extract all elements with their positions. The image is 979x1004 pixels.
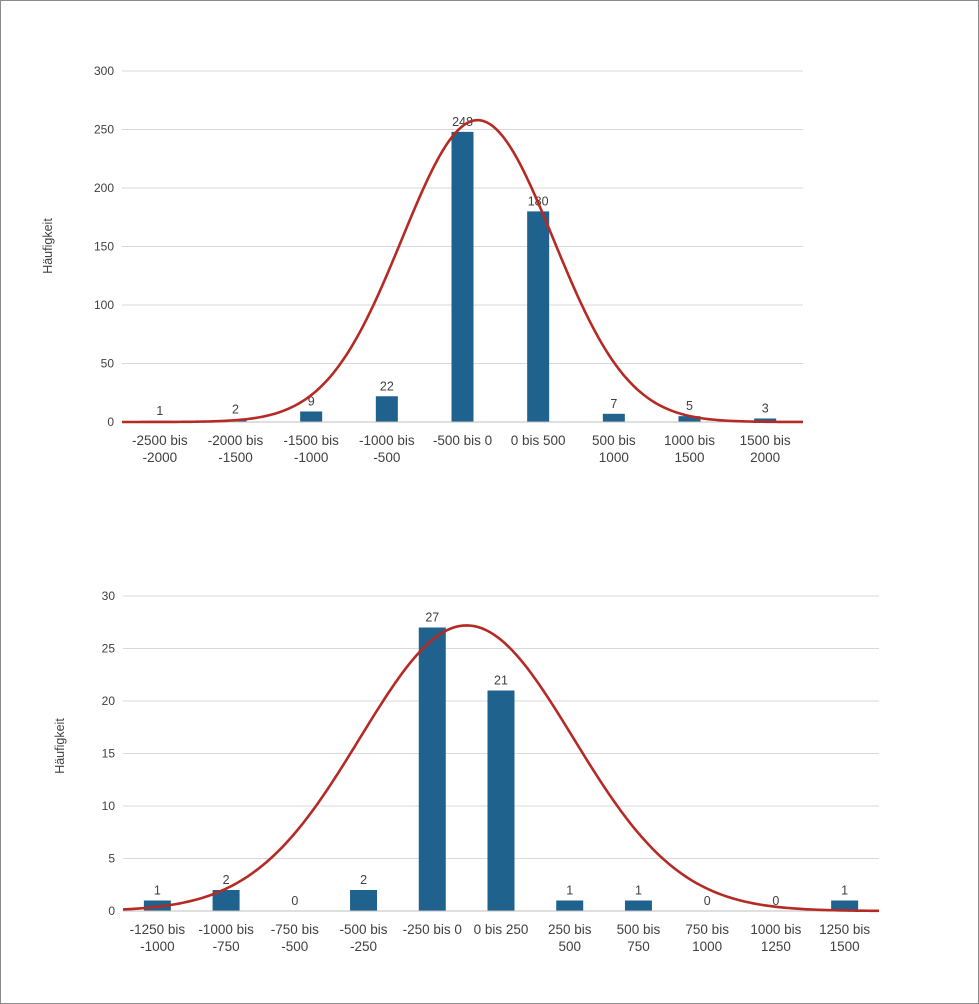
data-label: 22 xyxy=(380,379,394,393)
data-label: 1 xyxy=(156,404,163,418)
bar xyxy=(624,900,652,911)
x-tick-label: 0 bis 250 xyxy=(474,922,529,937)
data-label: 248 xyxy=(452,115,473,129)
x-tick-label: -750 bis -500 xyxy=(271,922,319,954)
data-label: 1 xyxy=(635,884,642,898)
y-tick-label: 0 xyxy=(107,415,114,429)
x-tick-label: -500 bis -250 xyxy=(340,922,388,954)
y-tick-label: 250 xyxy=(94,123,114,137)
bar xyxy=(418,627,446,911)
bar xyxy=(212,890,240,911)
y-axis-label: Häufigkeit xyxy=(53,718,67,774)
data-label: 2 xyxy=(360,873,367,887)
bar xyxy=(350,890,378,911)
x-tick-label: 1500 bis 2000 xyxy=(740,433,791,465)
data-label: 0 xyxy=(291,894,298,908)
x-tick-label: 1000 bis 1500 xyxy=(664,433,715,465)
bar xyxy=(375,396,398,422)
y-tick-label: 30 xyxy=(102,589,116,603)
x-tick-label: 250 bis 500 xyxy=(548,922,592,954)
y-tick-label: 15 xyxy=(102,747,116,761)
y-tick-label: 20 xyxy=(102,694,116,708)
bar xyxy=(527,211,550,422)
y-tick-label: 200 xyxy=(94,181,114,195)
x-tick-label: 750 bis 1000 xyxy=(685,922,729,954)
x-tick-label: -2500 bis -2000 xyxy=(132,433,188,465)
data-label: 1 xyxy=(841,884,848,898)
data-label: 0 xyxy=(772,894,779,908)
x-tick-label: 1000 bis 1250 xyxy=(750,922,801,954)
y-tick-label: 5 xyxy=(108,852,115,866)
x-tick-label: -1500 bis -1000 xyxy=(283,433,339,465)
data-label: 7 xyxy=(610,397,617,411)
x-tick-label: 1250 bis 1500 xyxy=(819,922,870,954)
x-tick-label: -250 bis 0 xyxy=(403,922,462,937)
data-label: 21 xyxy=(494,674,508,688)
normal-curve xyxy=(121,118,804,424)
normal-curve xyxy=(122,624,880,913)
x-tick-label: -1000 bis -750 xyxy=(198,922,254,954)
bar xyxy=(754,418,777,422)
bar xyxy=(451,131,474,422)
bar xyxy=(602,413,625,422)
x-tick-label: 500 bis 1000 xyxy=(592,433,636,465)
bar xyxy=(678,416,701,422)
data-label: 1 xyxy=(154,884,161,898)
bar xyxy=(831,900,859,911)
x-tick-label: -1000 bis -500 xyxy=(359,433,415,465)
data-label: 9 xyxy=(308,394,315,408)
y-tick-label: 0 xyxy=(108,904,115,918)
data-label: 2 xyxy=(232,403,239,417)
x-tick-label: 0 bis 500 xyxy=(511,433,566,448)
data-label: 27 xyxy=(425,611,439,625)
y-tick-label: 150 xyxy=(94,240,114,254)
x-tick-label: -2000 bis -1500 xyxy=(208,433,264,465)
bar xyxy=(487,690,515,911)
y-tick-label: 10 xyxy=(102,799,116,813)
data-label: 0 xyxy=(704,894,711,908)
data-label: 3 xyxy=(762,401,769,415)
x-tick-label: -500 bis 0 xyxy=(433,433,492,448)
data-label: 1 xyxy=(566,884,573,898)
y-tick-label: 25 xyxy=(102,642,116,656)
data-label: 2 xyxy=(223,873,230,887)
data-label: 5 xyxy=(686,399,693,413)
y-tick-label: 50 xyxy=(101,357,115,371)
y-tick-label: 100 xyxy=(94,298,114,312)
x-tick-label: 500 bis 750 xyxy=(617,922,661,954)
bar xyxy=(556,900,584,911)
x-tick-label: -1250 bis -1000 xyxy=(130,922,186,954)
y-axis-label: Häufigkeit xyxy=(41,218,55,274)
y-tick-label: 300 xyxy=(94,64,114,78)
bar xyxy=(300,411,323,422)
